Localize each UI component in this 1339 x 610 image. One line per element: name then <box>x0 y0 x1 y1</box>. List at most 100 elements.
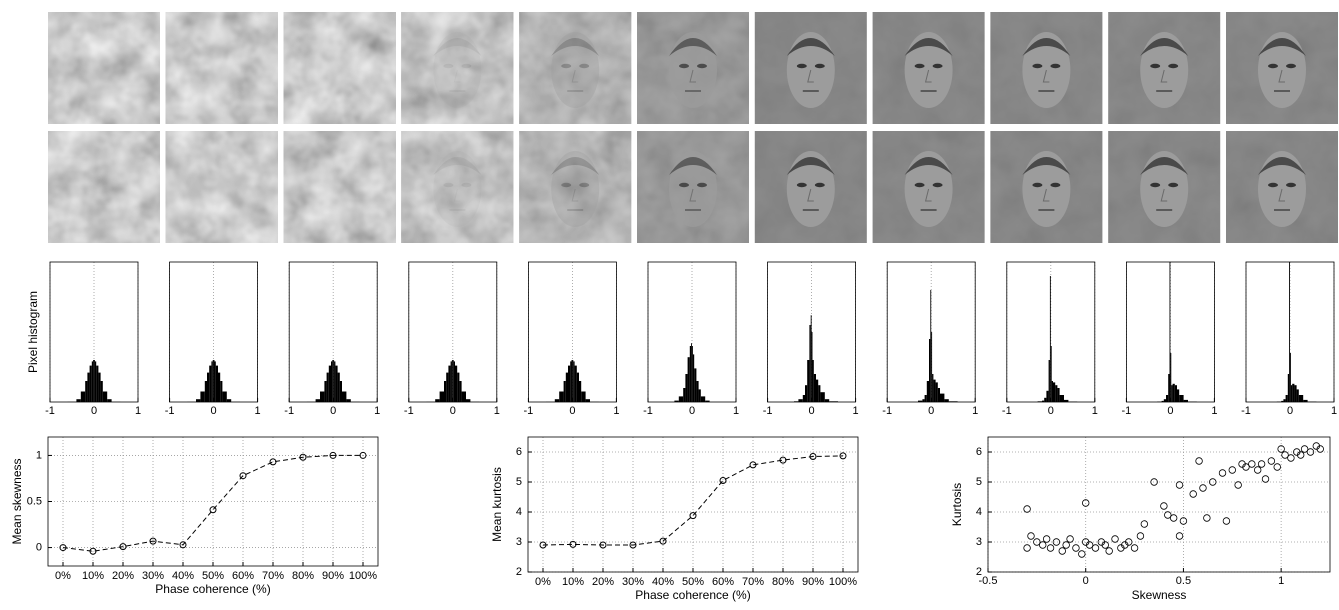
histogram-bar <box>334 361 335 402</box>
histogram-bar <box>200 392 204 403</box>
x-tick-label: -1 <box>524 405 534 417</box>
eye <box>797 64 807 68</box>
histogram-bar <box>922 399 924 402</box>
x-tick-label: 0% <box>535 576 551 588</box>
histogram-bar <box>107 399 111 402</box>
x-tick-label: 0 <box>569 405 575 417</box>
face <box>1140 32 1188 108</box>
eye <box>1286 64 1296 68</box>
histogram-bar <box>932 374 933 402</box>
eye <box>1168 183 1178 187</box>
face <box>551 32 599 108</box>
y-tick-label: 0.5 <box>27 495 42 507</box>
histogram-bar <box>1044 398 1046 402</box>
histogram-bar <box>1060 395 1064 402</box>
eye <box>915 183 925 187</box>
histogram-bar <box>196 399 200 402</box>
x-tick-label: 1 <box>255 405 261 417</box>
histogram-bar <box>1168 374 1169 402</box>
histogram-bar <box>944 399 948 402</box>
histogram-bar <box>798 399 802 402</box>
y-tick-label: 5 <box>976 476 982 488</box>
histogram-bar <box>940 394 944 402</box>
histogram-bar <box>559 392 563 403</box>
eye <box>697 183 707 187</box>
histogram-bar <box>211 361 212 402</box>
image-tile <box>1108 131 1220 243</box>
image-tile <box>284 12 396 124</box>
histogram-bar <box>205 381 207 402</box>
x-tick-label: 1 <box>494 405 500 417</box>
histogram-bar <box>807 360 809 402</box>
x-tick-label: 40% <box>172 570 194 582</box>
x-tick-label: 0 <box>330 405 336 417</box>
histogram-bar <box>805 385 807 402</box>
histogram-bar <box>216 366 218 402</box>
x-tick-label: 0% <box>55 570 71 582</box>
histogram-bar <box>1166 395 1168 402</box>
histogram-bar <box>1299 395 1303 402</box>
image-tile <box>1226 131 1338 243</box>
histogram-bar <box>454 361 455 402</box>
eye <box>443 183 453 187</box>
x-tick-label: 0 <box>211 405 217 417</box>
x-tick-label: 70% <box>262 570 284 582</box>
x-tick-label: 90% <box>802 576 824 588</box>
x-tick-label: 0 <box>91 405 97 417</box>
x-tick-label: 0 <box>928 405 934 417</box>
histogram-bar <box>96 366 98 402</box>
histogram-bar <box>329 366 331 402</box>
histogram-bar <box>929 339 930 402</box>
eye <box>561 183 571 187</box>
x-axis-label: Phase coherence (%) <box>635 588 750 602</box>
face <box>905 151 953 227</box>
image-tile <box>166 131 278 243</box>
eye <box>1268 64 1278 68</box>
x-tick-label: 1 <box>733 405 739 417</box>
eye <box>1032 183 1042 187</box>
image-tile <box>873 131 985 243</box>
histogram-bar <box>568 366 570 402</box>
x-tick-label: 0 <box>1287 405 1293 417</box>
eye <box>915 64 925 68</box>
histogram-bar <box>1051 346 1052 402</box>
histogram-bar <box>324 381 326 402</box>
y-tick-label: 4 <box>516 506 522 518</box>
histogram-bar <box>103 392 107 403</box>
x-tick-label: 70% <box>742 576 764 588</box>
histogram-bar <box>452 360 453 402</box>
x-tick-label: 1 <box>1092 405 1098 417</box>
face <box>905 32 953 108</box>
histogram-bar <box>931 332 932 402</box>
histogram-bar <box>87 373 89 402</box>
eye <box>579 64 589 68</box>
image-tile <box>1108 12 1220 124</box>
face <box>669 151 717 227</box>
histogram-bar <box>1164 399 1166 402</box>
histogram-bar <box>213 360 214 402</box>
eye <box>679 183 689 187</box>
y-axis-label: Mean kurtosis <box>490 467 504 542</box>
y-tick-label: 6 <box>976 446 982 458</box>
histogram-bar <box>572 360 573 402</box>
histogram-bar <box>581 392 585 403</box>
histogram-bar <box>320 392 324 403</box>
histogram-bar <box>575 366 577 402</box>
histogram-bar <box>1171 385 1172 402</box>
histogram-bar <box>466 399 470 402</box>
histogram-bar <box>462 392 466 403</box>
x-tick-label: 40% <box>652 576 674 588</box>
x-tick-label: 1 <box>135 405 141 417</box>
eye <box>1050 183 1060 187</box>
tile-noise <box>166 131 278 243</box>
x-axis-label: Skewness <box>1132 588 1187 602</box>
histogram-bar <box>825 399 829 402</box>
x-tick-label: 10% <box>82 570 104 582</box>
x-tick-label: 0 <box>1083 575 1089 587</box>
